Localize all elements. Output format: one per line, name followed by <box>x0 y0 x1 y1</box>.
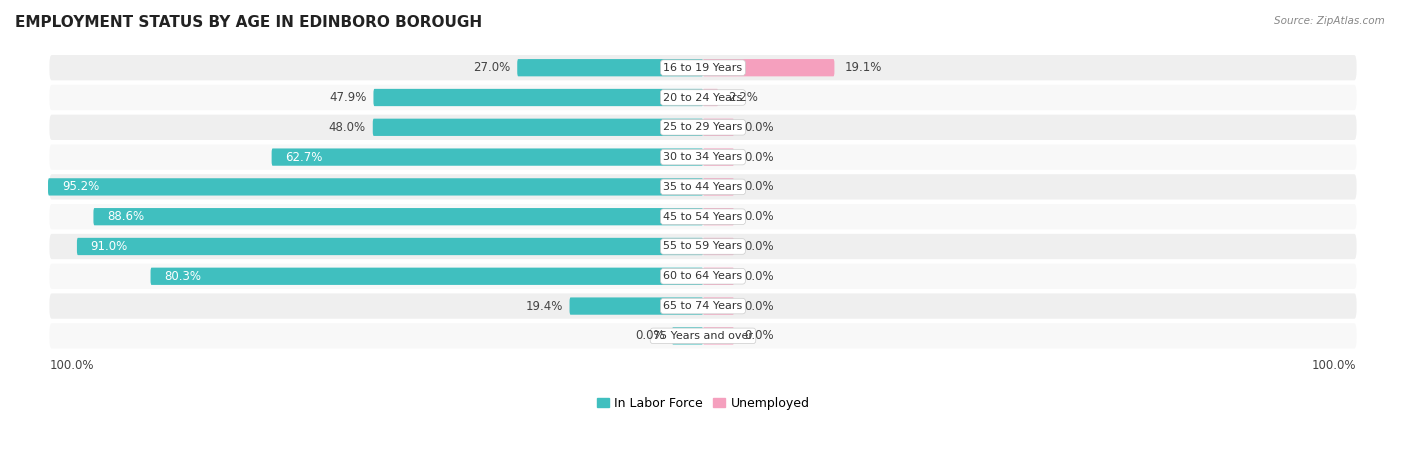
FancyBboxPatch shape <box>93 208 703 226</box>
Text: 60 to 64 Years: 60 to 64 Years <box>664 272 742 281</box>
Text: 48.0%: 48.0% <box>329 121 366 134</box>
Text: 2.2%: 2.2% <box>728 91 758 104</box>
Text: 0.0%: 0.0% <box>744 299 773 313</box>
FancyBboxPatch shape <box>703 208 734 226</box>
Text: 19.4%: 19.4% <box>526 299 562 313</box>
FancyBboxPatch shape <box>49 55 1357 80</box>
Text: 95.2%: 95.2% <box>62 180 98 193</box>
Text: 0.0%: 0.0% <box>744 121 773 134</box>
FancyBboxPatch shape <box>517 59 703 76</box>
Text: 16 to 19 Years: 16 to 19 Years <box>664 63 742 73</box>
FancyBboxPatch shape <box>49 323 1357 349</box>
FancyBboxPatch shape <box>703 267 734 285</box>
Text: 75 Years and over: 75 Years and over <box>652 331 754 341</box>
FancyBboxPatch shape <box>49 264 1357 289</box>
FancyBboxPatch shape <box>703 238 734 255</box>
FancyBboxPatch shape <box>271 148 703 166</box>
FancyBboxPatch shape <box>49 294 1357 319</box>
FancyBboxPatch shape <box>48 178 703 196</box>
FancyBboxPatch shape <box>49 115 1357 140</box>
Legend: In Labor Force, Unemployed: In Labor Force, Unemployed <box>592 392 814 415</box>
FancyBboxPatch shape <box>49 204 1357 230</box>
Text: 55 to 59 Years: 55 to 59 Years <box>664 241 742 252</box>
Text: 91.0%: 91.0% <box>90 240 128 253</box>
FancyBboxPatch shape <box>703 119 734 136</box>
Text: 25 to 29 Years: 25 to 29 Years <box>664 122 742 132</box>
FancyBboxPatch shape <box>703 59 834 76</box>
FancyBboxPatch shape <box>703 327 734 345</box>
FancyBboxPatch shape <box>150 267 703 285</box>
Text: 20 to 24 Years: 20 to 24 Years <box>664 92 742 102</box>
Text: 80.3%: 80.3% <box>165 270 201 283</box>
FancyBboxPatch shape <box>703 148 734 166</box>
Text: 45 to 54 Years: 45 to 54 Years <box>664 212 742 222</box>
FancyBboxPatch shape <box>374 89 703 106</box>
Text: 100.0%: 100.0% <box>1312 359 1357 372</box>
FancyBboxPatch shape <box>569 297 703 315</box>
Text: 100.0%: 100.0% <box>49 359 94 372</box>
Text: 0.0%: 0.0% <box>744 180 773 193</box>
Text: 0.0%: 0.0% <box>636 329 665 342</box>
Text: EMPLOYMENT STATUS BY AGE IN EDINBORO BOROUGH: EMPLOYMENT STATUS BY AGE IN EDINBORO BOR… <box>15 15 482 30</box>
Text: 0.0%: 0.0% <box>744 151 773 164</box>
Text: 30 to 34 Years: 30 to 34 Years <box>664 152 742 162</box>
Text: 65 to 74 Years: 65 to 74 Years <box>664 301 742 311</box>
FancyBboxPatch shape <box>49 174 1357 199</box>
FancyBboxPatch shape <box>49 85 1357 110</box>
FancyBboxPatch shape <box>373 119 703 136</box>
Text: 47.9%: 47.9% <box>329 91 367 104</box>
FancyBboxPatch shape <box>703 297 734 315</box>
Text: 27.0%: 27.0% <box>472 61 510 74</box>
FancyBboxPatch shape <box>49 144 1357 170</box>
FancyBboxPatch shape <box>703 178 734 196</box>
FancyBboxPatch shape <box>703 89 718 106</box>
FancyBboxPatch shape <box>77 238 703 255</box>
Text: Source: ZipAtlas.com: Source: ZipAtlas.com <box>1274 16 1385 26</box>
Text: 0.0%: 0.0% <box>744 240 773 253</box>
Text: 0.0%: 0.0% <box>744 210 773 223</box>
Text: 88.6%: 88.6% <box>107 210 145 223</box>
Text: 35 to 44 Years: 35 to 44 Years <box>664 182 742 192</box>
Text: 62.7%: 62.7% <box>285 151 323 164</box>
FancyBboxPatch shape <box>49 234 1357 259</box>
Text: 0.0%: 0.0% <box>744 329 773 342</box>
Text: 0.0%: 0.0% <box>744 270 773 283</box>
FancyBboxPatch shape <box>672 327 703 345</box>
Text: 19.1%: 19.1% <box>845 61 882 74</box>
